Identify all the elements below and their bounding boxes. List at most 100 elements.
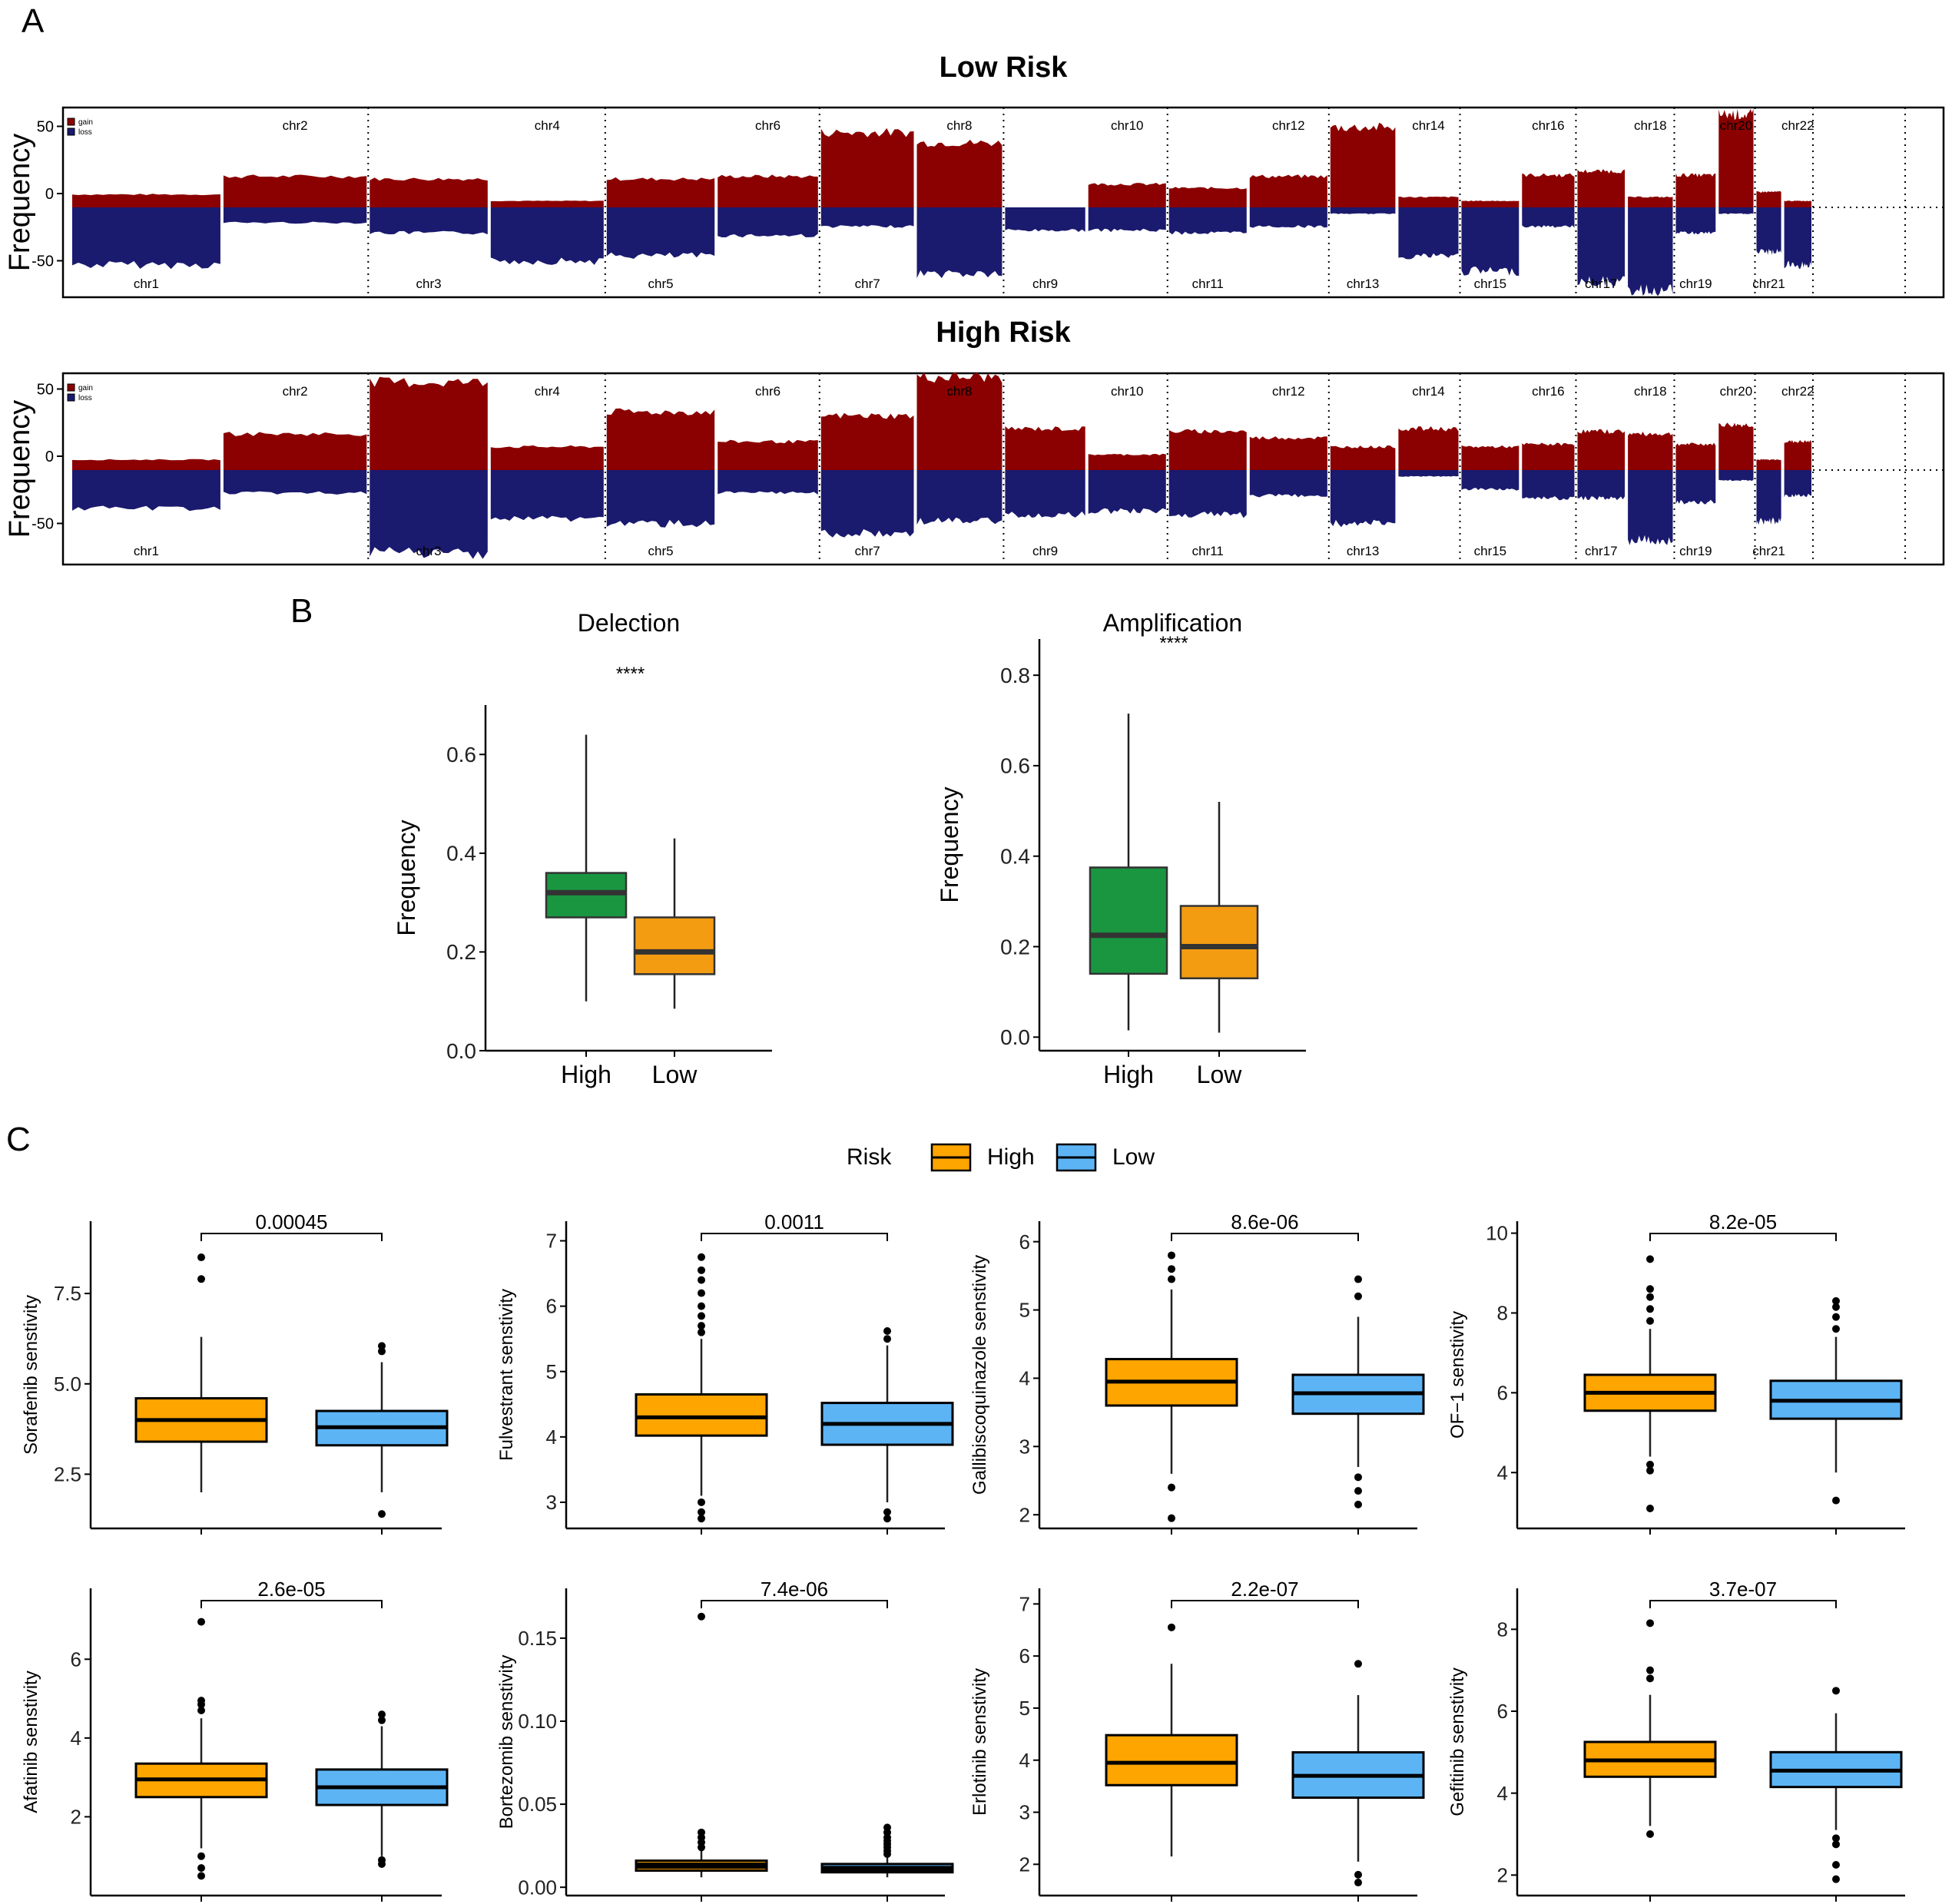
y-tick-label: 7 <box>546 1230 557 1253</box>
significance-stars: **** <box>1159 633 1188 654</box>
outlier-point <box>1832 1303 1840 1311</box>
x-tick-label: High <box>1103 1061 1154 1088</box>
outlier-point <box>1832 1496 1840 1505</box>
y-tick-label: 5.0 <box>54 1373 81 1396</box>
gain-area-chr11 <box>1168 187 1247 207</box>
loss-area-chr4 <box>490 207 604 265</box>
box-Low <box>1179 905 1259 980</box>
chr-label-top: chr20 <box>1720 384 1753 399</box>
gain-area-chr2 <box>223 432 367 470</box>
loss-area-chr9 <box>1005 207 1085 232</box>
outlier-point <box>1168 1514 1175 1522</box>
y-tick-label: 6 <box>1019 1644 1030 1667</box>
chr-label-top: chr12 <box>1272 384 1305 399</box>
x-tick-label: High <box>561 1061 611 1088</box>
panel-label-a: A <box>22 2 45 40</box>
loss-area-chr2 <box>223 470 367 495</box>
gain-area-chr14 <box>1398 426 1459 470</box>
y-tick-label: 0 <box>45 186 54 203</box>
panel-label-c: C <box>6 1121 31 1158</box>
comparison-bracket <box>1171 1233 1359 1241</box>
outlier-point <box>883 1335 891 1343</box>
loss-area-chr5 <box>606 470 715 528</box>
legend-loss-label: loss <box>78 394 92 402</box>
gain-area-chr2 <box>223 174 367 207</box>
comparison-bracket <box>1649 1600 1837 1608</box>
box-High <box>1089 866 1168 975</box>
chr-label-bottom: chr13 <box>1347 276 1380 291</box>
legend-low-label: Low <box>1112 1144 1155 1170</box>
loss-area-chr16 <box>1522 207 1575 228</box>
boxplot-deletion: 0.0 0.2 0.4 0.6 Frequency High Low Delection ***… <box>393 609 772 1088</box>
outlier-point <box>1646 1674 1654 1683</box>
comparison-bracket <box>701 1600 888 1608</box>
y-tick-label: 10 <box>1486 1222 1508 1245</box>
chr-label-bottom: chr19 <box>1679 544 1712 558</box>
y-tick-label: 0.10 <box>518 1710 557 1733</box>
loss-area-chr8 <box>916 207 1003 279</box>
loss-area-chr21 <box>1756 470 1781 525</box>
gain-area-chr14 <box>1398 196 1459 207</box>
p-value-label: 2.6e-05 <box>257 1578 325 1601</box>
legend-gain-swatch <box>67 383 75 392</box>
gain-area-chr22 <box>1784 439 1811 470</box>
y-tick-label: 4 <box>1497 1782 1508 1805</box>
outlier-point <box>1832 1687 1840 1695</box>
outlier-point <box>378 1342 386 1350</box>
y-tick-label: 2 <box>1019 1503 1030 1526</box>
chr-label-top: chr10 <box>1111 384 1144 399</box>
y-tick-label: 6 <box>71 1647 81 1671</box>
loss-area-chr7 <box>820 207 914 228</box>
loss-area-chr15 <box>1461 470 1520 491</box>
gain-area-chr1 <box>72 459 220 470</box>
chr-label-bottom: chr17 <box>1585 276 1618 291</box>
chr-label-bottom: chr19 <box>1679 276 1712 291</box>
loss-area-chr22 <box>1784 207 1811 270</box>
gain-area-chr15 <box>1461 200 1520 207</box>
outlier-point <box>1168 1251 1175 1260</box>
y-tick-label: -50 <box>31 516 54 533</box>
chr-label-bottom: chr21 <box>1752 276 1785 291</box>
chr-label-top: chr18 <box>1634 384 1667 399</box>
chr-label-top: chr4 <box>535 384 560 399</box>
p-value-label: 2.2e-07 <box>1231 1578 1298 1601</box>
chr-label-top: chr6 <box>755 384 780 399</box>
outlier-point <box>1168 1483 1175 1492</box>
y-tick-label: 0.15 <box>518 1627 557 1650</box>
p-value-label: 8.2e-05 <box>1709 1210 1777 1233</box>
outlier-point <box>378 1710 386 1719</box>
chr-label-bottom: chr7 <box>855 544 880 558</box>
chr-label-top: chr8 <box>946 384 972 399</box>
chr-label-top: chr2 <box>283 118 308 133</box>
loss-area-chr14 <box>1398 207 1459 260</box>
y-tick-label: 50 <box>37 119 54 136</box>
p-value-label: 8.6e-06 <box>1231 1210 1298 1233</box>
loss-area-chr1 <box>72 470 220 512</box>
loss-area-chr21 <box>1756 207 1781 255</box>
gain-area-chr21 <box>1756 459 1781 470</box>
loss-area-chr19 <box>1675 470 1716 505</box>
boxplot-erlotinib: 2 3 4 5 6 7 Erlotinib senstivity 2.2e-07 <box>969 1578 1425 1902</box>
outlier-point <box>197 1852 205 1860</box>
gain-area-chr22 <box>1784 200 1811 207</box>
y-tick-label: 2 <box>71 1806 81 1829</box>
chr-label-bottom: chr3 <box>416 544 442 558</box>
y-tick-label: 0.8 <box>1000 664 1030 687</box>
boxplot-afatinib: 2 4 6 Afatinib senstivity 2.6e-05 <box>21 1578 449 1902</box>
y-tick-label: 0.4 <box>1000 845 1030 869</box>
chr-label-bottom: chr5 <box>648 544 673 558</box>
outlier-point <box>1354 1292 1362 1300</box>
y-axis-title: Frequency <box>936 786 963 902</box>
comparison-bracket <box>701 1233 888 1241</box>
gain-area-chr13 <box>1330 122 1396 207</box>
y-tick-label: 7 <box>1019 1592 1030 1615</box>
chr-label-bottom: chr1 <box>134 544 159 558</box>
loss-area-chr15 <box>1461 207 1520 276</box>
chr-label-top: chr14 <box>1412 384 1445 399</box>
outlier-point <box>883 1326 891 1335</box>
comparison-bracket <box>1171 1600 1359 1608</box>
y-axis-title: Gefitinib senstivity <box>1447 1667 1468 1816</box>
gain-area-chr13 <box>1330 445 1396 470</box>
loss-area-chr11 <box>1168 207 1247 235</box>
loss-area-chr11 <box>1168 470 1247 518</box>
